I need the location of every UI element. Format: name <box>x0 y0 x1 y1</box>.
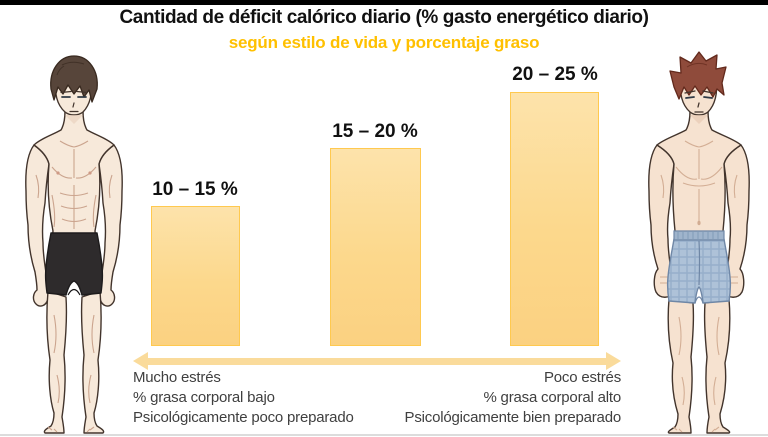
arrow-left-head-icon <box>133 352 148 370</box>
axis-left-line-2: % grasa corporal bajo <box>133 389 275 406</box>
bar-label-15-20: 15 – 20 % <box>332 121 418 142</box>
bar-deficit-15-20 <box>330 148 421 346</box>
axis-right-line-3: Psicológicamente bien preparado <box>404 409 622 426</box>
axis-left-labels: Mucho estrés % grasa corporal bajo Psico… <box>133 368 354 428</box>
bar-deficit-10-15 <box>151 206 240 346</box>
page-subtitle: según estilo de vida y porcentaje graso <box>228 33 540 52</box>
stocky-man-illustration <box>648 51 750 434</box>
bar-label-20-25: 20 – 25 % <box>512 64 598 85</box>
axis-right-labels: Poco estrés % grasa corporal alto Psicol… <box>404 368 622 428</box>
spectrum-arrow <box>133 352 621 370</box>
bar-label-10-15: 10 – 15 % <box>152 179 238 200</box>
top-border-strip <box>0 0 768 5</box>
axis-right-line-1: Poco estrés <box>543 369 621 386</box>
lean-man-illustration <box>25 55 123 434</box>
axis-right-line-2: % grasa corporal alto <box>483 389 621 406</box>
arrow-right-head-icon <box>606 352 621 370</box>
arrow-shaft <box>146 358 608 365</box>
axis-left-line-1: Mucho estrés <box>133 369 221 386</box>
axis-left-line-3: Psicológicamente poco preparado <box>133 409 354 426</box>
bar-deficit-20-25 <box>510 92 599 346</box>
page-title: Cantidad de déficit calórico diario (% g… <box>119 7 649 28</box>
bottom-border-line <box>0 434 768 436</box>
